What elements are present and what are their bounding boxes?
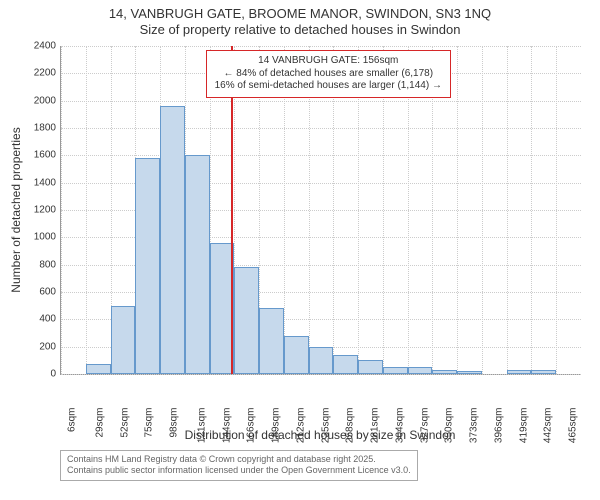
annotation-box: 14 VANBRUGH GATE: 156sqm ← 84% of detach… — [206, 50, 451, 98]
chart-title-line2: Size of property relative to detached ho… — [0, 22, 600, 38]
y-tick-label: 2400 — [0, 41, 56, 52]
histogram-bar — [160, 106, 185, 374]
histogram-bar — [259, 308, 284, 374]
gridline-v — [556, 46, 557, 374]
annotation-line1: 14 VANBRUGH GATE: 156sqm — [215, 55, 442, 68]
histogram-bar — [309, 347, 334, 374]
histogram-bar — [86, 364, 111, 374]
x-axis-title: Distribution of detached houses by size … — [185, 428, 456, 442]
x-tick-label: 373sqm — [468, 408, 479, 444]
x-tick-label: 75sqm — [144, 408, 155, 438]
histogram-bar — [333, 355, 358, 374]
histogram-bar — [408, 367, 433, 374]
x-tick-label: 98sqm — [169, 408, 180, 438]
gridline-v — [507, 46, 508, 374]
histogram-bar — [185, 155, 210, 374]
histogram-bar — [507, 370, 532, 374]
y-tick-label: 400 — [0, 314, 56, 325]
histogram-bar — [457, 371, 482, 374]
gridline-h — [61, 374, 581, 375]
histogram-chart: 14, VANBRUGH GATE, BROOME MANOR, SWINDON… — [0, 0, 600, 500]
footer-line2: Contains public sector information licen… — [67, 465, 411, 476]
gridline-h — [61, 155, 581, 156]
histogram-bar — [234, 267, 259, 374]
footer-line1: Contains HM Land Registry data © Crown c… — [67, 454, 411, 465]
gridline-h — [61, 101, 581, 102]
y-tick-label: 0 — [0, 369, 56, 380]
chart-title-line1: 14, VANBRUGH GATE, BROOME MANOR, SWINDON… — [0, 6, 600, 22]
x-tick-label: 419sqm — [518, 408, 529, 444]
annotation-line3: 16% of semi-detached houses are larger (… — [215, 80, 442, 93]
y-tick-label: 200 — [0, 341, 56, 352]
gridline-v — [482, 46, 483, 374]
gridline-v — [61, 46, 62, 374]
x-tick-label: 29sqm — [94, 408, 105, 438]
histogram-bar — [432, 370, 457, 374]
gridline-v — [457, 46, 458, 374]
histogram-bar — [383, 367, 408, 374]
gridline-v — [531, 46, 532, 374]
y-tick-label: 2000 — [0, 95, 56, 106]
gridline-h — [61, 46, 581, 47]
gridline-v — [86, 46, 87, 374]
histogram-bar — [284, 336, 309, 374]
footer-attribution: Contains HM Land Registry data © Crown c… — [60, 450, 418, 481]
x-tick-label: 396sqm — [493, 408, 504, 444]
gridline-h — [61, 128, 581, 129]
histogram-bar — [111, 306, 136, 374]
histogram-bar — [531, 370, 556, 374]
x-tick-label: 465sqm — [568, 408, 579, 444]
y-axis-title: Number of detached properties — [9, 127, 23, 292]
x-tick-label: 6sqm — [67, 408, 78, 432]
histogram-bar — [135, 158, 160, 374]
x-tick-label: 52sqm — [119, 408, 130, 438]
histogram-bar — [358, 360, 383, 374]
y-tick-label: 2200 — [0, 68, 56, 79]
x-tick-label: 442sqm — [543, 408, 554, 444]
annotation-line2: ← 84% of detached houses are smaller (6,… — [215, 68, 442, 81]
